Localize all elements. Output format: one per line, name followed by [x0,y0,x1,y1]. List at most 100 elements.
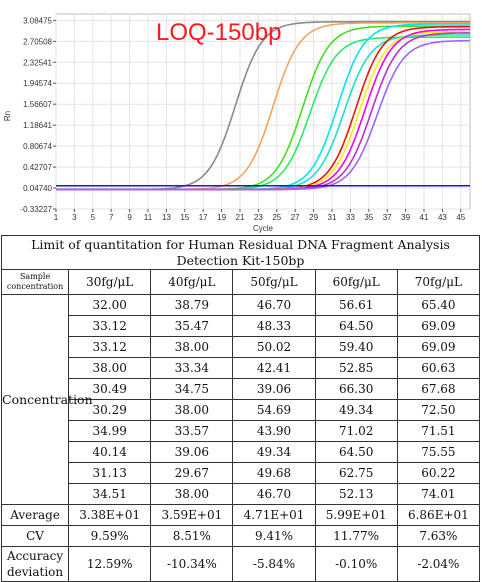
table-cell: 60.63 [396,357,481,379]
cv-row-cell: 9.41% [232,525,316,547]
table-row: 33.12 38.00 50.02 59.40 69.09 [2,336,481,358]
average-row-cell: 4.71E+01 [232,504,316,526]
x-tick-label: 43 [438,213,447,222]
table-row: 31.13 29.67 49.68 62.75 60.22 [2,462,481,484]
y-axis-label: Rn [3,111,12,121]
y-tick-label: 2.70508 [23,37,52,46]
cv-row-cell: 7.63% [396,525,481,547]
accuracy-row-cell: -0.10% [314,546,398,582]
amplification-plot: 3.08475 2.70508 2.32541 1.94574 1.56607 1.186… [3,13,471,233]
average-row-cell: 3.59E+01 [150,504,234,526]
table-row: 34.99 33.57 43.90 71.02 71.51 [2,420,481,442]
x-tick-label: 39 [401,213,410,222]
table-cell: 38.00 [150,483,234,505]
table-cell: 46.70 [232,294,316,316]
table-row: 30.29 38.00 54.69 49.34 72.50 [2,399,481,421]
table-cell: 65.40 [396,294,481,316]
accuracy-row-label: Accuracy deviation [0,546,70,582]
table-cell: 43.90 [232,420,316,442]
table-cell: 38.79 [150,294,234,316]
amplification-chart: 3.08475 2.70508 2.32541 1.94574 1.56607 1.186… [0,0,482,235]
table-cell: 34.75 [150,378,234,400]
header-concentration-1: 30fg/μL [68,269,152,295]
table-cell: 39.06 [150,441,234,463]
header-sample-concentration: Sample concentration [0,269,70,295]
table-cell: 49.68 [232,462,316,484]
table-cell: 60.22 [396,462,481,484]
table-cell: 32.00 [68,294,152,316]
x-tick-label: 37 [383,213,392,222]
table-cell: 59.40 [314,336,398,358]
x-tick-label: 13 [162,213,171,222]
x-tick-label: 11 [144,213,153,222]
table-cell: 38.00 [150,399,234,421]
header-concentration-3: 50fg/μL [232,269,316,295]
table-cell: 75.55 [396,441,481,463]
x-tick-label: 19 [217,213,226,222]
x-tick-label: 45 [456,213,465,222]
table-cell: 33.57 [150,420,234,442]
x-tick-label: 3 [72,213,77,222]
table-cell: 33.12 [68,336,152,358]
table-row: 34.51 38.00 46.70 52.13 74.01 [2,483,481,505]
header-concentration-2: 40fg/μL [150,269,234,295]
x-tick-label: 27 [291,213,300,222]
table-cell: 56.61 [314,294,398,316]
accuracy-row-cell: -5.84% [232,546,316,582]
x-tick-label: 33 [346,213,355,222]
x-tick-label: 1 [54,213,59,222]
cv-row-cell: 9.59% [68,525,152,547]
accuracy-row-cell: 12.59% [68,546,152,582]
x-axis-label: Cycle [253,224,274,233]
table-cell: 71.02 [314,420,398,442]
y-tick-label: 1.94574 [23,79,52,88]
table-cell: 62.75 [314,462,398,484]
y-tick-label: 1.56607 [23,100,52,109]
table-cell: 33.34 [150,357,234,379]
table-cell: 49.34 [314,399,398,421]
table-cell: 35.47 [150,315,234,337]
table-cell: 69.09 [396,336,481,358]
x-tick-label: 15 [180,213,189,222]
table-row: 40.14 39.06 49.34 64.50 75.55 [2,441,481,463]
table-cell: 69.09 [396,315,481,337]
y-tick-label: -0.33227 [20,205,52,214]
x-tick-label: 23 [254,213,263,222]
y-tick-label: 0.04740 [23,184,52,193]
cv-row: CV 9.59% 8.51% 9.41% 11.77% 7.63% [0,525,481,547]
y-tick-label: 2.32541 [23,58,52,67]
header-concentration-5: 70fg/μL [396,269,481,295]
plot-area [55,13,471,210]
table-cell: 40.14 [68,441,152,463]
table-cell: 64.50 [314,441,398,463]
x-tick-label: 21 [236,213,245,222]
accuracy-row-cell: -2.04% [396,546,481,582]
table-row: 30.49 34.75 39.06 66.30 67.68 [2,378,481,400]
cv-row-cell: 8.51% [150,525,234,547]
y-tick-label: 0.80674 [23,142,52,151]
table-cell: 42.41 [232,357,316,379]
chart-title: LOQ-150bp [156,19,281,46]
table-cell: 72.50 [396,399,481,421]
cv-row-label: CV [0,525,70,547]
table-caption-row: Limit of quantitation for Human Residual… [1,235,480,270]
table-cell: 48.33 [232,315,316,337]
table-cell: 54.69 [232,399,316,421]
table-cell: 66.30 [314,378,398,400]
x-tick-label: 31 [328,213,337,222]
table-caption: Limit of quantitation for Human Residual… [1,235,480,270]
y-tick-label: 0.42707 [23,163,52,172]
table-row: 33.12 35.47 48.33 64.50 69.09 [2,315,481,337]
table-row: 38.00 33.34 42.41 52.85 60.63 [2,357,481,379]
loq-table-container: Limit of quantitation for Human Residual… [0,235,481,582]
x-tick-label: 35 [364,213,373,222]
table-row: Concentration 32.00 38.79 46.70 56.61 65.40 [0,294,481,505]
table-cell: 31.13 [68,462,152,484]
table-cell: 34.99 [68,420,152,442]
x-tick-label: 29 [309,213,318,222]
table-cell: 33.12 [68,315,152,337]
table-cell: 38.00 [68,357,152,379]
amplification-curve [56,39,471,191]
accuracy-row: Accuracy deviation 12.59% -10.34% -5.84% -0.… [0,546,481,582]
table-cell: 64.50 [314,315,398,337]
